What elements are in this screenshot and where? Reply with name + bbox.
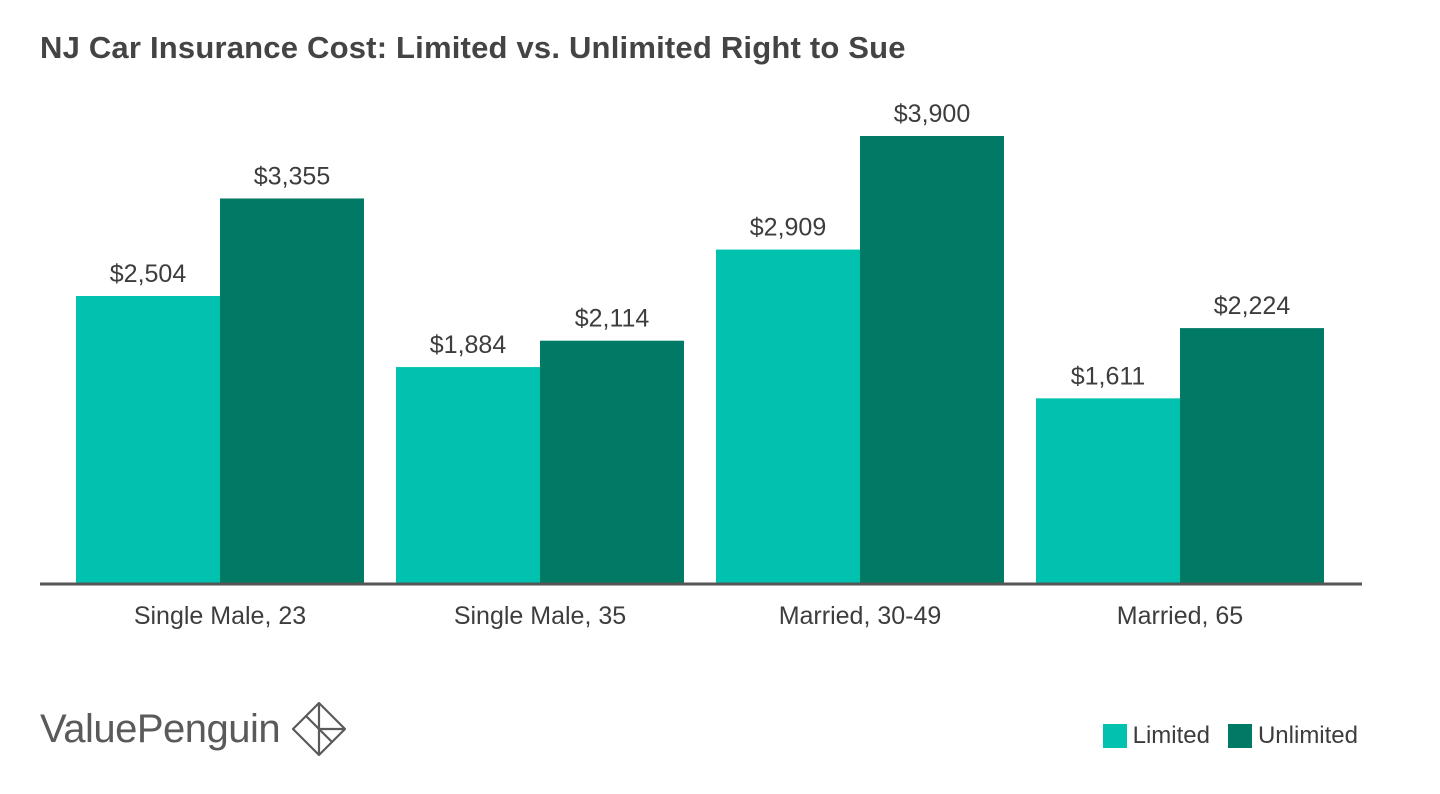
data-label-limited-single-male-35: $1,884 [430, 331, 507, 359]
x-tick-label-single-male-23: Single Male, 23 [134, 602, 306, 630]
legend-swatch-unlimited [1227, 724, 1252, 748]
chart-title: NJ Car Insurance Cost: Limited vs. Unlim… [40, 30, 906, 65]
brand-logo: ValuePenguin [40, 700, 348, 758]
x-tick-label-single-male-35: Single Male, 35 [454, 602, 626, 630]
bar-unlimited-married-30-49 [860, 136, 1004, 583]
data-label-limited-married-65: $1,611 [1071, 362, 1146, 390]
data-label-limited-single-male-23: $2,504 [110, 260, 187, 288]
data-label-unlimited-single-male-35: $2,114 [575, 305, 650, 333]
bar-unlimited-single-male-35 [540, 340, 684, 583]
bar-limited-married-65 [1036, 398, 1180, 583]
bar-limited-single-male-23 [76, 296, 220, 583]
x-tick-labels-layer: Single Male, 23 Single Male, 35 Married, 3… [134, 602, 1243, 630]
bars-layer [76, 136, 1324, 583]
x-tick-label-married-65: Married, 65 [1117, 602, 1243, 630]
legend-label-limited: Limited [1132, 722, 1210, 749]
legend-item-limited: Limited [1102, 722, 1210, 750]
data-label-limited-married-30-49: $2,909 [750, 214, 826, 242]
data-labels-layer: $2,504 $3,355 $1,884 $2,114 $2,909 $3,900 $1,6… [110, 100, 1291, 390]
x-tick-label-married-30-49: Married, 30-49 [779, 602, 942, 630]
bar-limited-single-male-35 [396, 367, 540, 583]
chart-legend: Limited Unlimited [1102, 722, 1358, 750]
bar-unlimited-married-65 [1180, 328, 1324, 583]
data-label-unlimited-married-30-49: $3,900 [894, 100, 970, 128]
legend-swatch-limited [1102, 724, 1127, 748]
bar-limited-married-30-49 [716, 249, 860, 583]
valuepenguin-logo-icon [292, 701, 347, 757]
legend-label-unlimited: Unlimited [1257, 722, 1358, 749]
data-label-unlimited-married-65: $2,224 [1214, 292, 1291, 320]
legend-item-unlimited: Unlimited [1227, 722, 1358, 750]
brand-name: ValuePenguin [40, 706, 281, 751]
bar-unlimited-single-male-23 [220, 198, 364, 583]
data-label-unlimited-single-male-23: $3,355 [254, 162, 330, 190]
